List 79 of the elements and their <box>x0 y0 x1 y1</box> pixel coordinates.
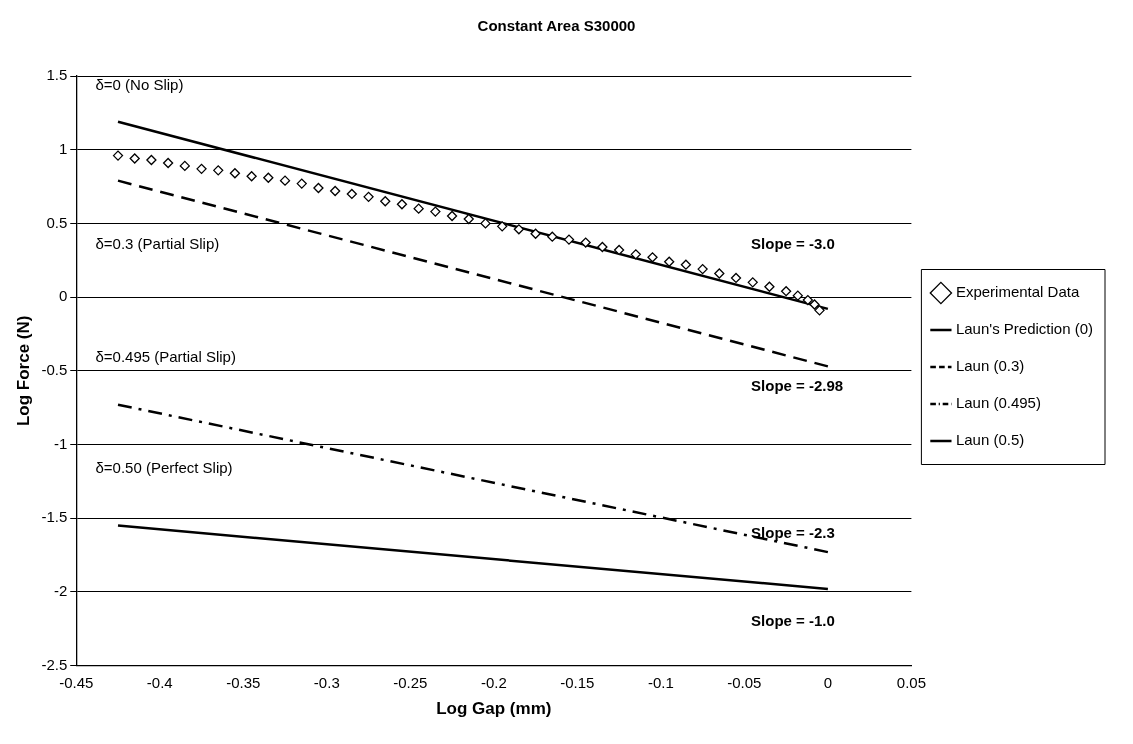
point <box>380 196 391 207</box>
point <box>547 231 558 242</box>
legend-label: Laun (0.3) <box>955 357 1025 375</box>
x-tick-label: -0.2 <box>480 673 507 691</box>
x-tick-label: 0.05 <box>896 673 926 691</box>
point <box>263 172 274 183</box>
point <box>396 199 408 210</box>
point <box>480 218 491 229</box>
x-tick-label: 0 <box>823 673 833 691</box>
point <box>630 249 641 260</box>
point <box>664 256 675 267</box>
y-tick-label: -0.5 <box>41 360 68 378</box>
annotation: δ=0.50 (Perfect Slip) <box>95 458 233 476</box>
point <box>346 188 357 200</box>
point <box>764 281 775 292</box>
point <box>363 191 374 203</box>
point <box>747 277 758 288</box>
point <box>430 206 441 217</box>
x-tick-label: -0.45 <box>59 673 94 691</box>
point <box>563 234 575 245</box>
y-tick-label: -2.5 <box>41 655 68 673</box>
x-tick-label: -0.15 <box>560 673 595 691</box>
point <box>809 299 820 310</box>
annotation: δ=0.3 (Partial Slip) <box>95 234 220 252</box>
point <box>497 221 508 232</box>
point <box>413 203 424 214</box>
annotation: Slope = -2.3 <box>751 523 835 541</box>
annotation: δ=0.495 (Partial Slip) <box>95 347 236 365</box>
point <box>513 224 525 235</box>
x-tick-label: -0.1 <box>647 673 674 691</box>
point <box>446 210 458 222</box>
x-tick-label: -0.35 <box>226 673 261 691</box>
y-tick-label: -2 <box>53 582 68 600</box>
point <box>530 228 541 239</box>
point <box>814 305 825 316</box>
x-axis-title: Log Gap (mm) <box>436 699 552 719</box>
point <box>112 150 124 161</box>
x-tick-label: -0.4 <box>146 673 173 691</box>
point <box>680 259 692 270</box>
annotation: Slope = -2.98 <box>751 376 844 394</box>
point <box>162 157 174 169</box>
y-tick-label: 1 <box>58 139 68 157</box>
point <box>647 252 658 263</box>
y-tick-label: -1.5 <box>41 508 68 526</box>
annotation: Slope = -3.0 <box>751 235 835 253</box>
y-tick-label: 0 <box>58 287 68 305</box>
annotation: δ=0 (No Slip) <box>95 76 184 94</box>
legend-label: Experimental Data <box>955 283 1080 301</box>
chart-title: Constant Area S30000 <box>477 17 636 35</box>
x-tick-label: -0.25 <box>393 673 428 691</box>
point <box>714 268 725 279</box>
y-tick-label: -1 <box>53 434 68 452</box>
y-tick-label: 1.5 <box>46 66 68 84</box>
point <box>697 263 708 275</box>
y-tick-label: 0.5 <box>46 213 68 231</box>
point <box>129 153 140 164</box>
point <box>580 237 591 248</box>
point <box>146 154 157 166</box>
annotation: Slope = -1.0 <box>751 612 835 630</box>
x-tick-label: -0.05 <box>727 673 762 691</box>
point <box>279 175 291 186</box>
point <box>229 168 241 179</box>
point <box>597 241 608 253</box>
point <box>802 294 813 306</box>
point <box>730 272 742 284</box>
y-axis-title: Log Force (N) <box>13 315 33 427</box>
point <box>613 244 625 256</box>
point <box>296 178 307 189</box>
point <box>179 160 190 172</box>
point <box>792 290 803 301</box>
x-tick-label: -0.3 <box>313 673 340 691</box>
point <box>196 163 207 175</box>
point <box>780 286 792 297</box>
point <box>246 171 257 182</box>
legend-label: Laun (0.495) <box>955 394 1041 412</box>
point <box>213 165 224 176</box>
legend-label: Laun (0.5) <box>955 431 1025 449</box>
legend-label: Laun's Prediction (0) <box>955 320 1094 338</box>
point <box>329 185 341 197</box>
